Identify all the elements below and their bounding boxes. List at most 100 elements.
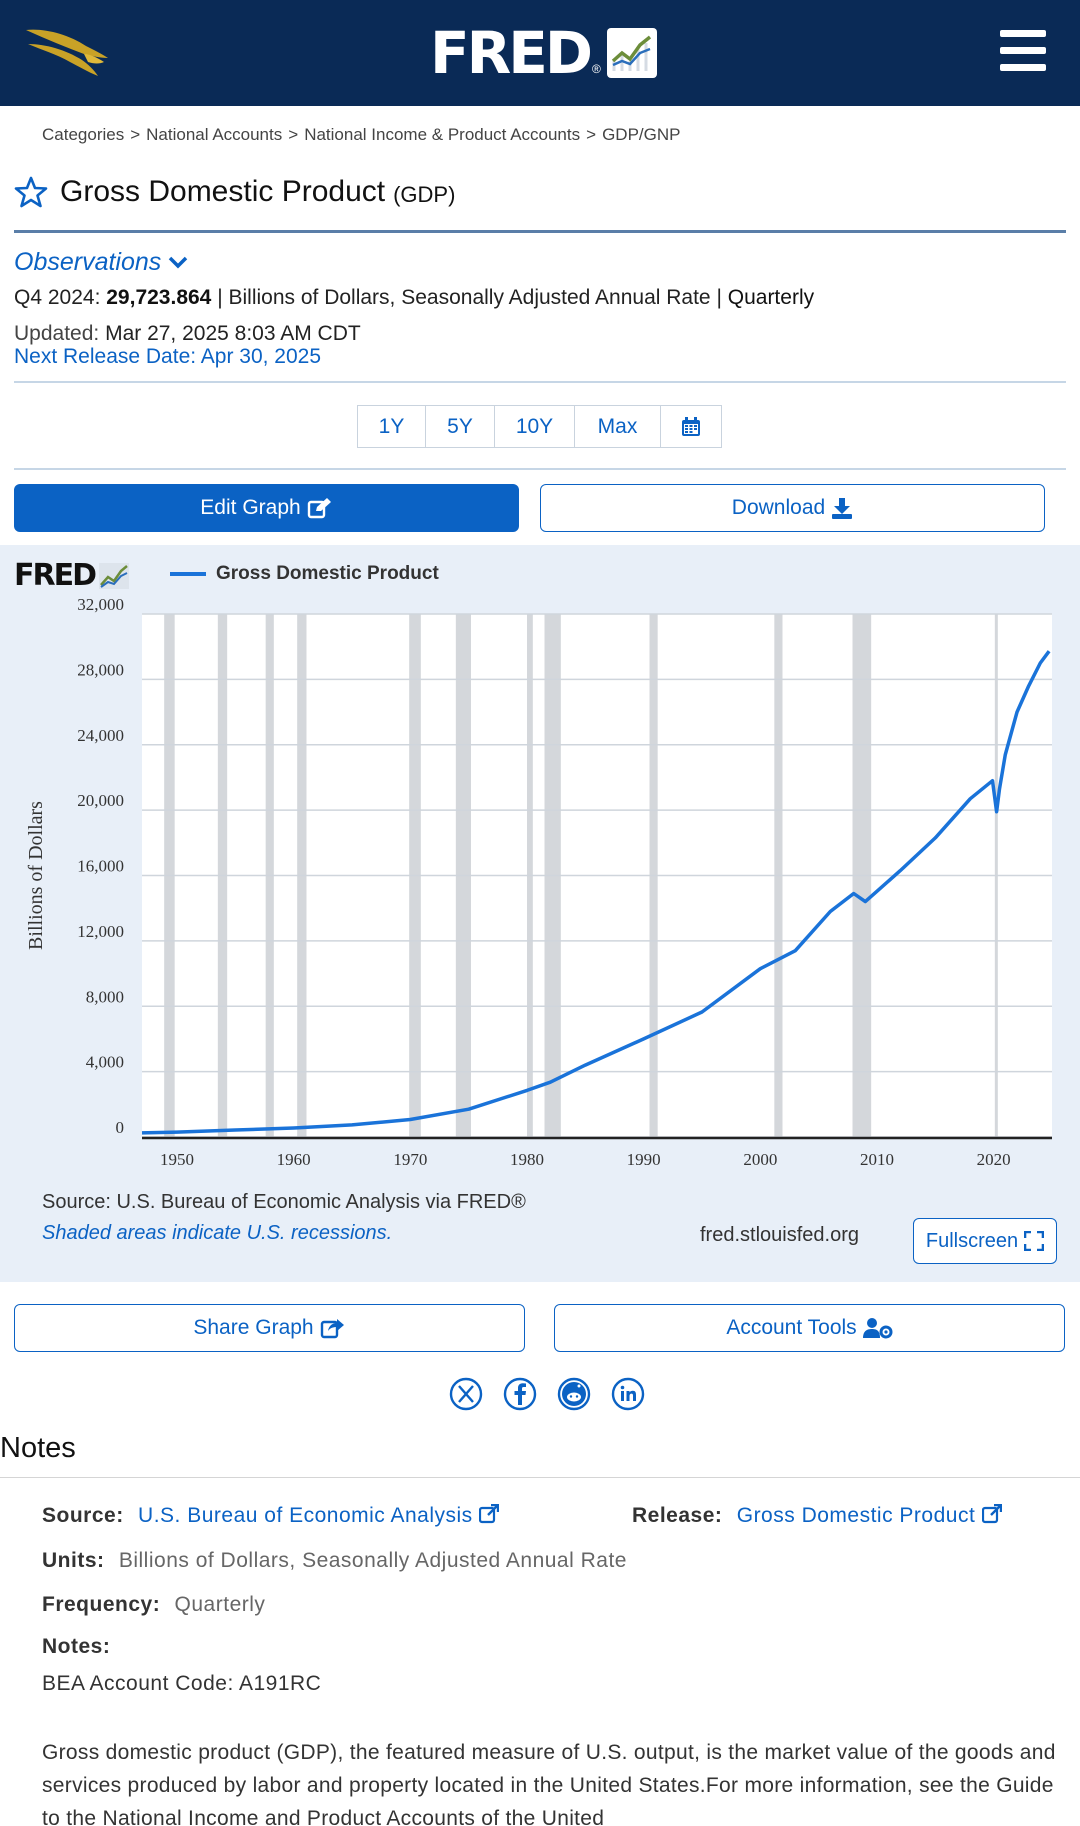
external-link-icon	[981, 1503, 1002, 1524]
frequency-value: Quarterly	[174, 1593, 266, 1616]
trend-chart-icon	[99, 562, 129, 589]
edit-icon	[307, 498, 331, 519]
page-title: Gross Domestic Product	[60, 175, 386, 208]
next-release-date[interactable]: Next Release Date: Apr 30, 2025	[14, 345, 322, 368]
x-tick-label: 1950	[160, 1150, 194, 1169]
account-tools-button[interactable]: Account Tools	[554, 1304, 1065, 1352]
source-label: Source:	[42, 1504, 124, 1527]
x-icon[interactable]	[449, 1377, 483, 1411]
notes-paragraph: Gross domestic product (GDP), the featur…	[42, 1741, 1056, 1826]
fred-logo[interactable]: FRED ®	[430, 20, 657, 86]
fullscreen-button[interactable]: Fullscreen	[913, 1218, 1057, 1264]
eagle-logo-icon[interactable]	[24, 24, 110, 80]
breadcrumb-separator: >	[130, 125, 141, 144]
release-label: Release:	[632, 1504, 723, 1527]
breadcrumb-categories[interactable]: Categories	[42, 125, 125, 144]
title-divider	[14, 230, 1066, 233]
edit-graph-label: Edit Graph	[200, 496, 301, 519]
user-gear-icon	[862, 1318, 893, 1339]
linkedin-icon[interactable]	[611, 1377, 645, 1411]
series-code: (GDP)	[393, 182, 456, 207]
reddit-icon[interactable]	[557, 1377, 591, 1411]
gdp-series-line	[141, 650, 1051, 1135]
recessions-note[interactable]: Shaded areas indicate U.S. recessions.	[42, 1222, 393, 1244]
facebook-icon[interactable]	[503, 1377, 537, 1411]
y-tick-label: 32,000	[77, 595, 124, 614]
latest-period: Q4 2024:	[14, 286, 101, 309]
y-tick-label: 4,000	[86, 1053, 124, 1072]
legend-label: Gross Domestic Product	[216, 563, 439, 584]
latest-frequency: Quarterly	[727, 286, 815, 309]
source-link[interactable]: U.S. Bureau of Economic Analysis	[138, 1503, 500, 1527]
trend-chart-icon	[606, 28, 657, 78]
share-graph-label: Share Graph	[193, 1316, 314, 1339]
download-label: Download	[731, 496, 826, 519]
chart-legend: Gross Domestic Product	[170, 563, 439, 585]
breadcrumb-nipa[interactable]: National Income & Product Accounts	[304, 125, 581, 144]
calendar-icon	[682, 416, 700, 436]
range-1y-button[interactable]: 1Y	[358, 406, 426, 447]
observations-label: Observations	[14, 248, 162, 276]
share-icon	[320, 1319, 344, 1339]
notes-units-row: Units: Billions of Dollars, Seasonally A…	[42, 1549, 627, 1573]
latest-observation: Q4 2024: 29,723.864 | Billions of Dollar…	[14, 286, 814, 310]
notes-label: Notes:	[42, 1635, 111, 1658]
menu-icon[interactable]	[1000, 30, 1046, 72]
breadcrumb-separator: >	[288, 125, 299, 144]
notes-source-row: Source: U.S. Bureau of Economic Analysis	[42, 1503, 500, 1528]
updated-label: Updated:	[14, 322, 100, 345]
frequency-label: Frequency:	[42, 1593, 161, 1616]
share-graph-button[interactable]: Share Graph	[14, 1304, 525, 1352]
gdp-line-chart[interactable]: 0 4,000 8,000 12,000 16,000 20,000 24,000 28,00…	[0, 590, 1080, 1180]
notes-label-row: Notes:	[42, 1635, 118, 1659]
observations-toggle[interactable]: Observations	[14, 248, 189, 277]
x-tick-label: 1990	[627, 1150, 661, 1169]
x-tick-label: 2000	[743, 1150, 777, 1169]
breadcrumb-national-accounts[interactable]: National Accounts	[146, 125, 283, 144]
graph-fred-logo: FRED	[14, 558, 129, 593]
date-range-group: 1Y 5Y 10Y Max	[357, 405, 722, 448]
x-tick-label: 1970	[393, 1150, 427, 1169]
latest-value: 29,723.864	[106, 286, 212, 309]
top-nav-bar: FRED ®	[0, 0, 1080, 106]
x-tick-label: 1980	[510, 1150, 544, 1169]
registered-mark: ®	[592, 62, 601, 76]
graph-fred-wordmark: FRED	[14, 558, 97, 593]
breadcrumb-gdp-gnp[interactable]: GDP/GNP	[602, 125, 681, 144]
x-tick-label: 2020	[977, 1150, 1011, 1169]
y-tick-label: 8,000	[86, 987, 124, 1006]
legend-swatch	[170, 572, 206, 576]
x-tick-label: 1960	[277, 1150, 311, 1169]
account-code: BEA Account Code: A191RC	[42, 1672, 322, 1695]
edit-graph-button[interactable]: Edit Graph	[14, 484, 519, 532]
y-tick-label: 28,000	[77, 660, 124, 679]
breadcrumb-separator: >	[586, 125, 597, 144]
range-10y-button[interactable]: 10Y	[495, 406, 575, 447]
star-icon[interactable]	[14, 175, 48, 209]
series-title-row: Gross Domestic Product (GDP)	[14, 175, 455, 209]
y-tick-label: 12,000	[77, 922, 124, 941]
breadcrumb: Categories > National Accounts > Nationa…	[42, 125, 680, 145]
latest-units: | Billions of Dollars, Seasonally Adjust…	[217, 286, 722, 309]
fullscreen-label: Fullscreen	[925, 1229, 1019, 1252]
y-tick-label: 24,000	[77, 726, 124, 745]
notes-frequency-row: Frequency: Quarterly	[42, 1593, 265, 1617]
units-value: Billions of Dollars, Seasonally Adjusted…	[118, 1549, 627, 1572]
divider	[14, 468, 1066, 470]
release-link[interactable]: Gross Domestic Product	[737, 1503, 1002, 1527]
range-5y-button[interactable]: 5Y	[426, 406, 495, 447]
download-button[interactable]: Download	[540, 484, 1045, 532]
graph-source: Source: U.S. Bureau of Economic Analysis…	[42, 1191, 526, 1213]
expand-icon	[1024, 1231, 1045, 1251]
x-tick-label: 2010	[860, 1150, 894, 1169]
external-link-icon	[478, 1503, 500, 1524]
notes-divider	[0, 1477, 1080, 1478]
fred-site-url: fred.stlouisfed.org	[700, 1224, 859, 1246]
download-icon	[832, 498, 853, 519]
calendar-button[interactable]	[661, 406, 721, 447]
chevron-down-icon	[169, 256, 188, 268]
notes-release-row: Release: Gross Domestic Product	[632, 1503, 1002, 1528]
range-max-button[interactable]: Max	[575, 406, 661, 447]
divider	[14, 381, 1066, 383]
y-tick-label: 16,000	[77, 857, 124, 876]
